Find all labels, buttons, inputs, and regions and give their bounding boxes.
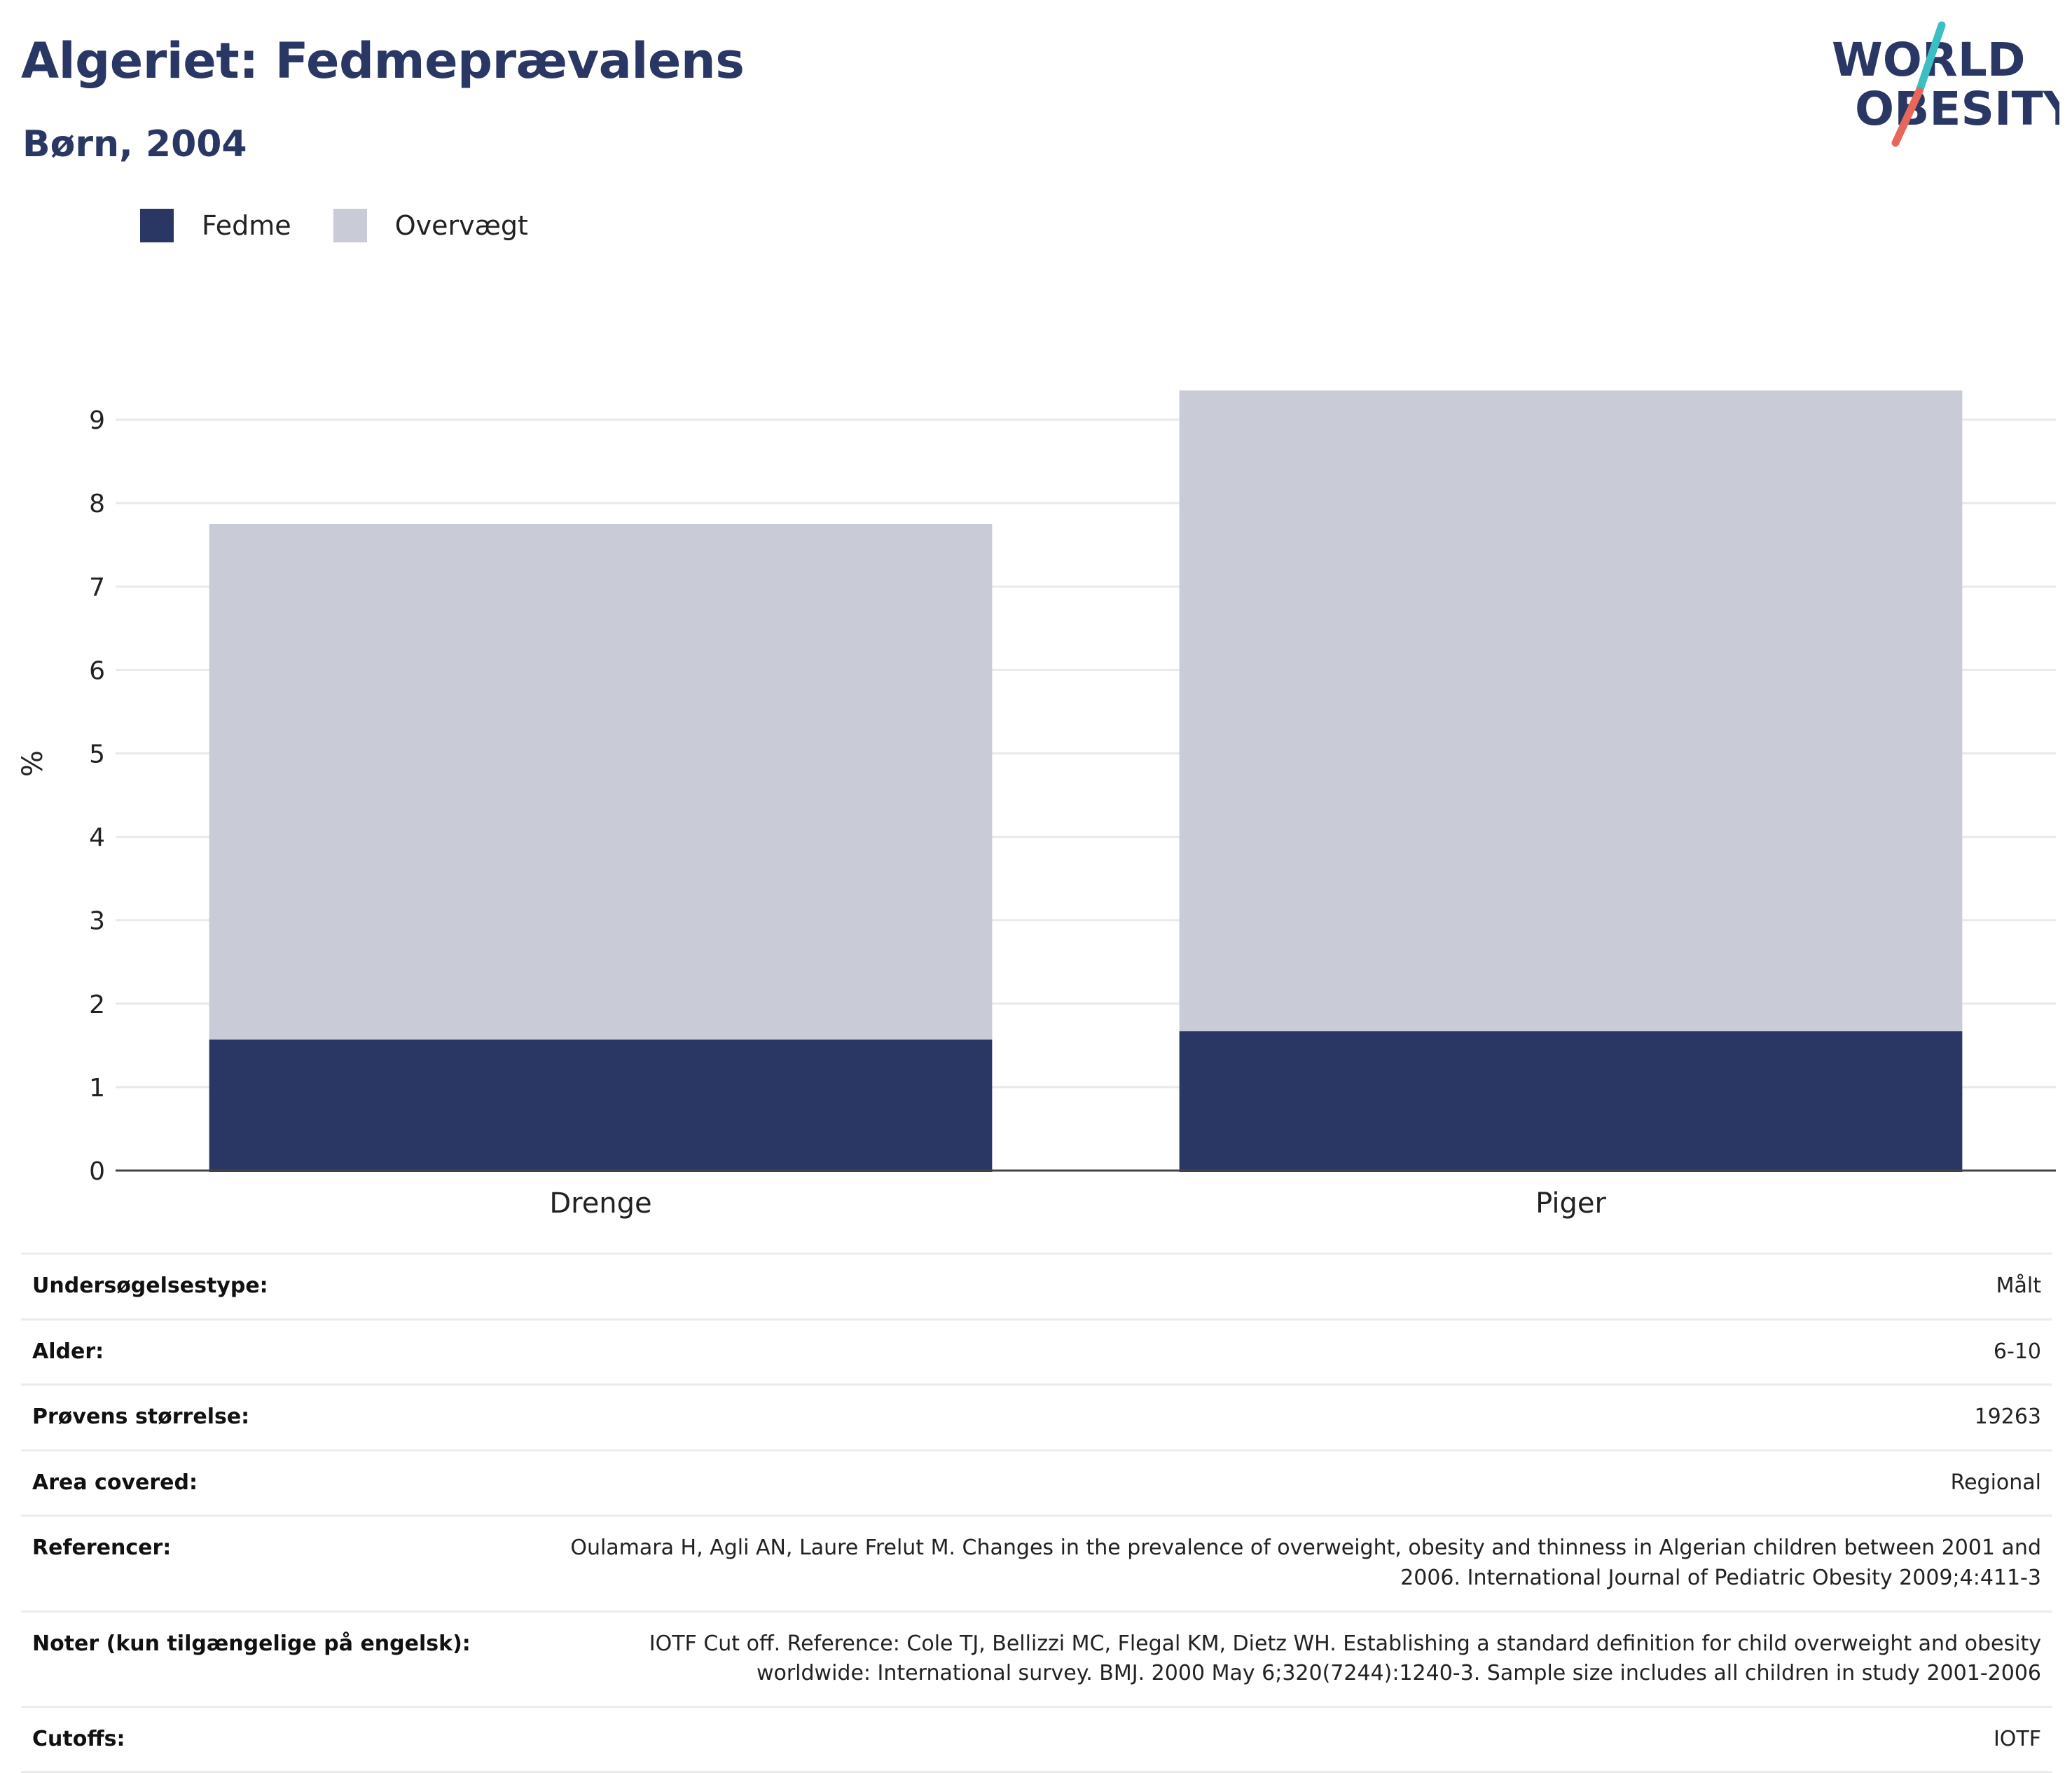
- details-label: Prøvens størrelse:: [21, 1384, 548, 1451]
- details-value: IOTF Cut off. Reference: Cole TJ, Belliz…: [548, 1610, 2052, 1707]
- y-tick-label: 7: [89, 573, 105, 602]
- details-value: Oulamara H, Agli AN, Laure Frelut M. Cha…: [548, 1515, 2052, 1612]
- bar-piger-overvaegt: [1179, 390, 1963, 1032]
- details-label: Referencer:: [21, 1515, 548, 1612]
- bar-piger-fedme: [1179, 1031, 1963, 1172]
- details-label: Undersøgelsestype:: [21, 1253, 548, 1320]
- details-row: Undersøgelsestype: Målt: [21, 1253, 2052, 1320]
- y-tick-label: 8: [89, 490, 105, 518]
- legend-swatch-overvaegt: [333, 209, 367, 242]
- legend-item-fedme[interactable]: Fedme: [140, 209, 291, 242]
- details-row: Noter (kun tilgængelige på engelsk): IOTF…: [21, 1610, 2052, 1707]
- y-tick-label: 0: [89, 1157, 105, 1186]
- details-label: Noter (kun tilgængelige på engelsk):: [21, 1610, 548, 1707]
- world-obesity-logo: WORLD OBESITY: [1832, 21, 2059, 147]
- x-tick-label: Drenge: [549, 1187, 651, 1220]
- logo-text-obesity: OBESITY: [1855, 82, 2059, 136]
- legend-swatch-fedme: [140, 209, 174, 242]
- y-tick-label: 1: [89, 1074, 105, 1103]
- y-tick-label: 5: [89, 740, 105, 769]
- stacked-bar-chart: 0 1 2 3 4 5 6 7 8 9% Drenge Piger: [17, 390, 2056, 1220]
- details-row: Area covered: Regional: [21, 1449, 2052, 1516]
- details-row: Prøvens størrelse: 19263: [21, 1384, 2052, 1451]
- details-row: Referencer: Oulamara H, Agli AN, Laure Fr…: [21, 1515, 2052, 1612]
- y-axis-label: %: [17, 750, 49, 777]
- bar-drenge-overvaegt: [209, 523, 993, 1040]
- survey-details-table: Undersøgelsestype: Målt Alder: 6-10 Prøvens …: [21, 1253, 2052, 1773]
- details-label: Cutoffs:: [21, 1705, 548, 1773]
- chart-title: Algeriet: Fedmeprævalens: [21, 32, 745, 90]
- legend-item-overvaegt[interactable]: Overvægt: [333, 209, 528, 242]
- x-tick-label: Piger: [1535, 1187, 1606, 1220]
- details-row: Alder: 6-10: [21, 1318, 2052, 1385]
- y-tick-label: 6: [89, 656, 105, 685]
- legend-label-fedme: Fedme: [202, 210, 291, 241]
- details-value: Målt: [548, 1253, 2052, 1320]
- y-tick-label: 3: [89, 907, 105, 936]
- details-value: IOTF: [548, 1705, 2052, 1773]
- chart-subtitle: Børn, 2004: [22, 123, 247, 165]
- logo-slash-top: [1915, 21, 1946, 95]
- chart-legend: Fedme Overvægt: [140, 209, 570, 242]
- legend-label-overvaegt: Overvægt: [394, 210, 528, 241]
- logo-slash-bottom: [1891, 87, 1923, 147]
- details-value: Regional: [548, 1449, 2052, 1516]
- details-value: 6-10: [548, 1318, 2052, 1385]
- details-label: Area covered:: [21, 1449, 548, 1516]
- bar-drenge-fedme: [209, 1040, 993, 1172]
- details-label: Alder:: [21, 1318, 548, 1385]
- y-tick-label: 9: [89, 406, 105, 435]
- y-tick-label: 2: [89, 991, 105, 1019]
- details-value: 19263: [548, 1384, 2052, 1451]
- y-tick-label: 4: [89, 824, 105, 853]
- details-row: Cutoffs: IOTF: [21, 1705, 2052, 1773]
